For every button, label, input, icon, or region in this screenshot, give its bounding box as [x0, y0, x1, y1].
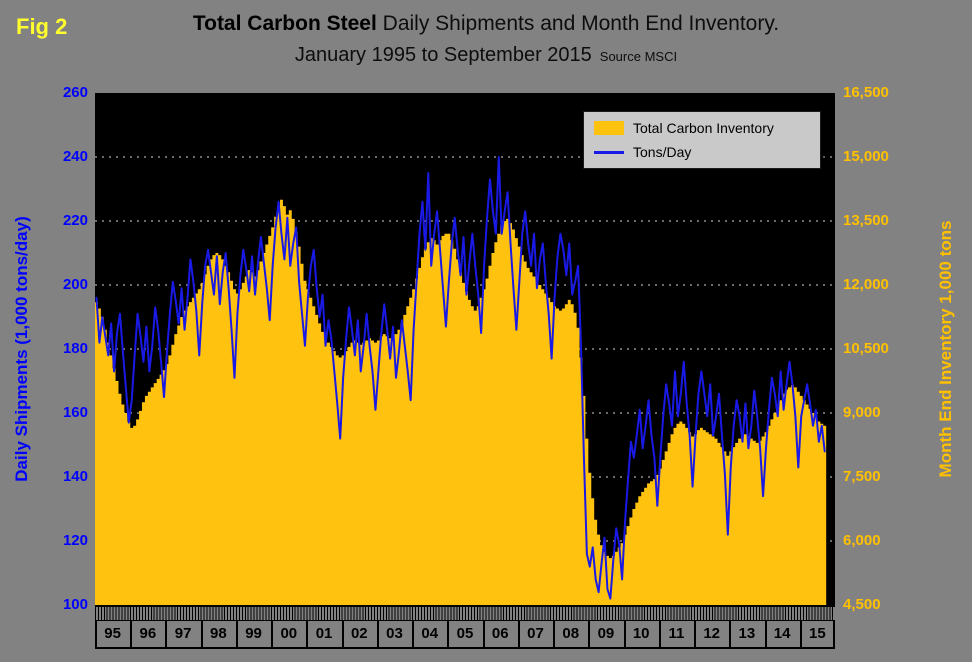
year-separator	[165, 621, 168, 647]
tick-label: 200	[62, 276, 88, 293]
year-label: 13	[738, 625, 756, 642]
year-label: 00	[280, 625, 298, 642]
tick-label: 16,500	[843, 84, 889, 101]
year-label: 02	[350, 625, 368, 642]
year-separator	[729, 621, 732, 647]
year-separator	[200, 621, 203, 647]
year-label: 01	[315, 625, 333, 642]
tick-label: 10,500	[843, 340, 889, 357]
tick-label: 140	[62, 468, 88, 485]
year-separator	[376, 621, 379, 647]
year-label: 98	[209, 625, 227, 642]
year-separator	[658, 621, 661, 647]
tick-label: 15,000	[843, 148, 889, 165]
legend-item-tons-day: Tons/Day	[594, 144, 810, 160]
year-label: 04	[421, 625, 439, 642]
tick-label: 12,000	[843, 276, 889, 293]
year-separator	[447, 621, 450, 647]
tick-label: 220	[62, 212, 88, 229]
left-axis-title: Daily Shipments (1,000 tons/day)	[12, 216, 31, 482]
year-label: 12	[703, 625, 720, 642]
year-label: 08	[562, 625, 580, 642]
tick-label: 13,500	[843, 212, 889, 229]
year-label: 07	[527, 625, 544, 642]
tick-label: 260	[62, 84, 88, 101]
tick-label: 6,000	[843, 532, 881, 549]
year-separator	[833, 621, 835, 647]
figure-label: Fig 2	[16, 14, 68, 39]
x-axis-year-labels: 95 96 97 98 99 00 01 02 03 04 05 06 07 08 09 10 11 12 13 14…	[95, 620, 835, 649]
year-label: 06	[491, 625, 509, 642]
year-label: 99	[245, 625, 262, 642]
right-axis-ticks: 16,500 15,000 13,500 12,000 10,500 9,000 7,500…	[841, 84, 913, 613]
year-separator	[235, 621, 238, 647]
year-separator	[517, 621, 520, 647]
tick-label: 4,500	[843, 596, 881, 613]
year-separator	[306, 621, 309, 647]
year-separator	[799, 621, 802, 647]
chart-subtitle-text: January 1995 to September 2015	[294, 44, 592, 66]
year-label: 14	[773, 625, 791, 642]
year-label: 11	[668, 625, 685, 642]
year-separator	[694, 621, 697, 647]
year-label: 03	[386, 625, 403, 642]
legend-label-tons-day: Tons/Day	[633, 144, 692, 160]
year-separator	[412, 621, 415, 647]
chart-subtitle: January 1995 to September 2015 Source MSC…	[0, 44, 972, 67]
year-separator	[341, 621, 344, 647]
chart-title: Total Carbon Steel Daily Shipments and M…	[0, 12, 972, 36]
year-label: 97	[174, 625, 192, 642]
year-separator	[482, 621, 485, 647]
tick-label: 7,500	[843, 468, 881, 485]
tick-label: 100	[62, 596, 88, 613]
year-separator	[95, 621, 97, 647]
left-axis-ticks: 260 240 220 200 180 160 140 120 100	[30, 84, 88, 613]
monthly-tick-marks	[95, 605, 835, 620]
year-label: 15	[809, 625, 826, 642]
year-separator	[764, 621, 767, 647]
year-separator	[588, 621, 591, 647]
right-axis-title: Month End Inventory 1,000 tons	[936, 220, 955, 478]
tick-label: 9,000	[843, 404, 881, 421]
chart-title-bold: Total Carbon Steel	[192, 12, 377, 35]
tick-label: 240	[62, 148, 88, 165]
year-separator	[623, 621, 626, 647]
tick-label: 160	[62, 404, 88, 421]
chart-svg	[95, 156, 835, 605]
plot-area: Total Carbon Inventory Tons/Day	[95, 93, 835, 605]
year-separator	[130, 621, 133, 647]
tons-day-line-swatch	[594, 150, 624, 154]
year-separator	[553, 621, 556, 647]
tick-label: 180	[62, 340, 88, 357]
chart-source: Source MSCI	[599, 49, 678, 64]
year-label: 96	[139, 625, 157, 642]
legend-item-inventory: Total Carbon Inventory	[594, 120, 810, 136]
legend: Total Carbon Inventory Tons/Day	[583, 111, 821, 169]
tick-label: 120	[62, 532, 88, 549]
inventory-area-swatch	[594, 121, 624, 135]
year-separator	[271, 621, 274, 647]
year-label: 05	[456, 625, 474, 642]
chart-title-rest: Daily Shipments and Month End Inventory.	[376, 12, 780, 35]
year-label: 09	[597, 625, 615, 642]
year-label: 10	[632, 625, 650, 642]
year-label: 95	[104, 625, 121, 642]
legend-label-inventory: Total Carbon Inventory	[633, 120, 774, 136]
